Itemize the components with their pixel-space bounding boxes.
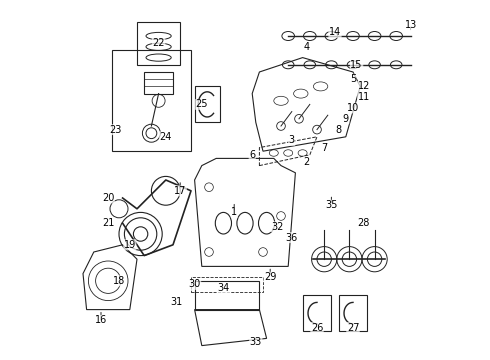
Bar <box>195 86 220 122</box>
Text: 14: 14 <box>329 27 341 37</box>
Bar <box>191 277 263 292</box>
Text: 25: 25 <box>196 99 208 109</box>
Text: 8: 8 <box>336 125 342 135</box>
Bar <box>339 295 368 331</box>
Text: 30: 30 <box>189 279 201 289</box>
Text: 16: 16 <box>95 315 107 325</box>
Text: 26: 26 <box>311 323 323 333</box>
Text: 32: 32 <box>271 222 284 232</box>
Bar <box>137 22 180 65</box>
Text: 9: 9 <box>343 114 349 124</box>
Text: 33: 33 <box>250 337 262 347</box>
Text: 10: 10 <box>347 103 359 113</box>
Bar <box>303 295 331 331</box>
Text: 21: 21 <box>102 218 114 228</box>
Text: 11: 11 <box>358 92 370 102</box>
Text: 28: 28 <box>358 218 370 228</box>
Text: 13: 13 <box>404 20 416 30</box>
Text: 18: 18 <box>113 276 125 286</box>
Text: 34: 34 <box>217 283 229 293</box>
Text: 1: 1 <box>231 207 237 217</box>
Text: 35: 35 <box>325 200 338 210</box>
Text: 31: 31 <box>171 297 183 307</box>
Text: 24: 24 <box>160 132 172 142</box>
Text: 23: 23 <box>109 125 122 135</box>
Text: 5: 5 <box>350 74 356 84</box>
Text: 36: 36 <box>286 233 298 243</box>
Text: 29: 29 <box>264 272 276 282</box>
Text: 2: 2 <box>303 157 309 167</box>
Text: 12: 12 <box>358 81 370 91</box>
Text: 22: 22 <box>152 38 165 48</box>
Text: 4: 4 <box>303 42 309 52</box>
Text: 27: 27 <box>347 323 359 333</box>
Text: 20: 20 <box>102 193 114 203</box>
Text: 7: 7 <box>321 143 327 153</box>
Text: 15: 15 <box>350 60 363 70</box>
Text: 3: 3 <box>289 135 295 145</box>
Text: 17: 17 <box>174 186 186 196</box>
Text: 6: 6 <box>249 150 255 160</box>
Text: 19: 19 <box>123 240 136 250</box>
Bar <box>112 50 191 151</box>
